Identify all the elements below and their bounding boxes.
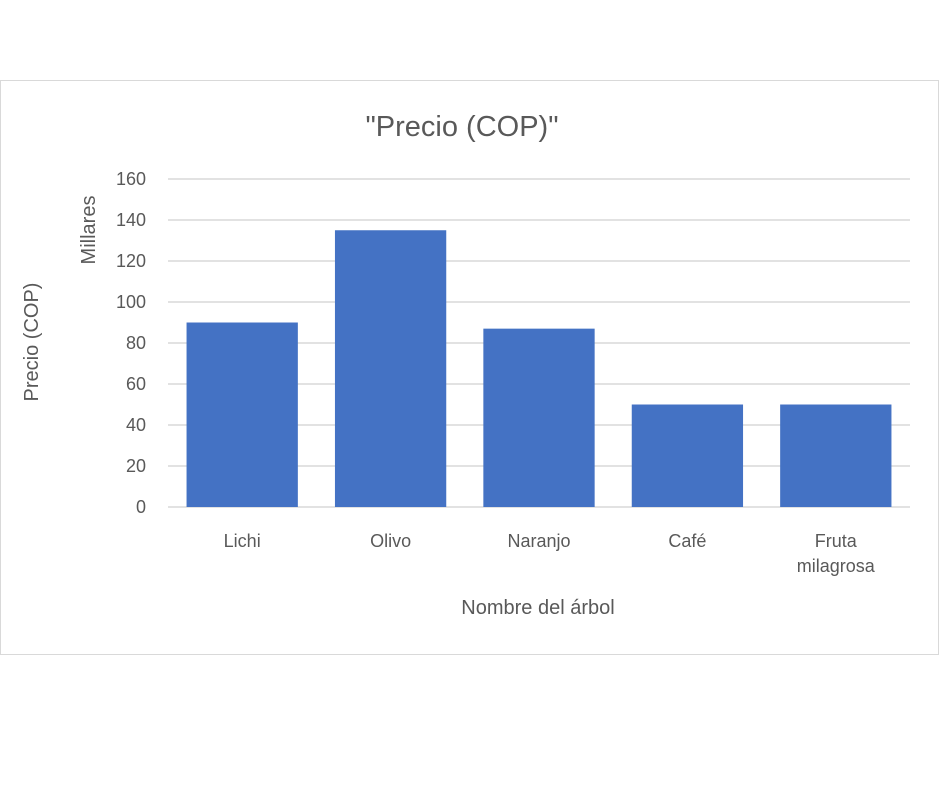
y-tick-label: 120	[116, 251, 146, 271]
x-tick-label: Café	[668, 531, 706, 551]
x-tick-label: Lichi	[224, 531, 261, 551]
bar-fruta-milagrosa	[780, 404, 892, 507]
y-axis-title: Precio (COP)	[21, 283, 43, 402]
x-tick-label: Olivo	[370, 531, 411, 551]
bar-lichi	[186, 322, 298, 507]
y-tick-label: 60	[126, 374, 146, 394]
bar-café	[631, 404, 744, 507]
x-tick-label: Fruta	[815, 531, 858, 551]
y-tick-label: 140	[116, 210, 146, 230]
y-tick-label: 40	[126, 415, 146, 435]
x-tick-label: Naranjo	[507, 531, 570, 551]
x-axis-title: Nombre del árbol	[461, 597, 614, 619]
y-tick-label: 100	[116, 292, 146, 312]
y-tick-label: 160	[116, 169, 146, 189]
y-tick-label: 80	[126, 333, 146, 353]
x-tick-label: milagrosa	[797, 556, 876, 576]
y-axis-display-units: Millares	[78, 196, 100, 265]
x-tick-labels: Lichi Olivo Naranjo Café Fruta milagrosa	[224, 531, 876, 576]
chart-title: "Precio (COP)"	[365, 111, 558, 143]
bar-olivo	[334, 230, 447, 507]
bars	[186, 230, 892, 507]
chart-frame	[0, 80, 939, 655]
y-tick-label: 20	[126, 456, 146, 476]
bar-naranjo	[483, 328, 595, 507]
y-tick-label: 0	[136, 497, 146, 517]
y-tick-labels: 0 20 40 60 80 100 120 140 160	[116, 169, 146, 517]
